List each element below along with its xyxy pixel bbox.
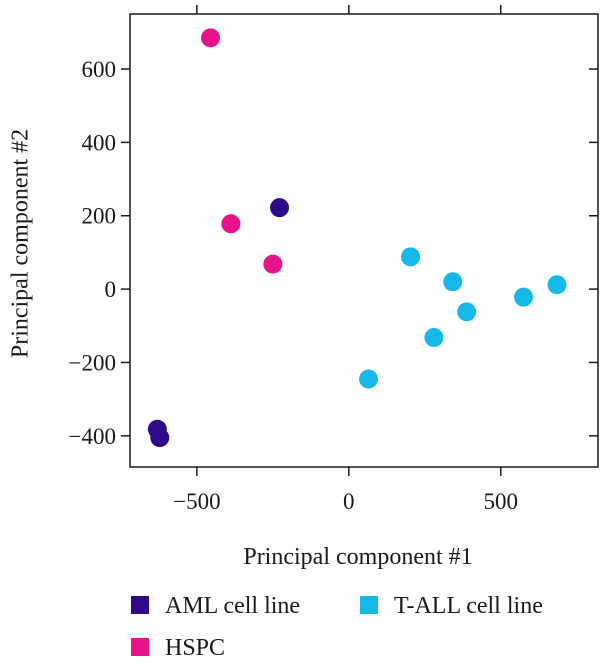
data-point-tall xyxy=(443,272,463,292)
data-points xyxy=(147,28,567,448)
y-tick-label: 600 xyxy=(82,57,117,82)
x-tick-label: −500 xyxy=(173,489,220,514)
legend-label-aml: AML cell line xyxy=(165,593,300,619)
data-point-aml xyxy=(150,428,170,448)
data-point-aml xyxy=(270,198,290,218)
data-point-hspc xyxy=(263,254,283,274)
data-point-tall xyxy=(424,328,444,348)
y-tick-label: −400 xyxy=(69,424,116,449)
data-point-tall xyxy=(359,369,379,389)
data-point-tall xyxy=(547,275,567,295)
x-tick-label: 0 xyxy=(343,489,355,514)
x-tick-label: 500 xyxy=(484,489,519,514)
legend-swatch-hspc xyxy=(131,638,149,656)
data-point-hspc xyxy=(201,28,221,48)
data-point-tall xyxy=(514,287,534,307)
legend-label-hspc: HSPC xyxy=(165,635,225,661)
tick-labels: −500 0 500 −400 −200 0 200 400 600 xyxy=(69,57,518,514)
legend: AML cell line HSPC T-ALL cell line xyxy=(131,593,543,661)
y-tick-label: 0 xyxy=(105,277,117,302)
y-tick-label: 200 xyxy=(82,204,117,229)
legend-swatch-aml xyxy=(131,596,149,614)
data-point-tall xyxy=(457,302,477,322)
data-point-tall xyxy=(400,247,420,267)
x-axis-label: Principal component #1 xyxy=(243,544,472,570)
y-tick-label: −200 xyxy=(69,350,116,375)
legend-label-tall: T-ALL cell line xyxy=(394,593,543,619)
plot-frame xyxy=(129,13,599,468)
legend-swatch-tall xyxy=(360,596,378,614)
y-tick-label: 400 xyxy=(82,130,117,155)
data-point-hspc xyxy=(221,214,241,234)
y-axis-label: Principal component #2 xyxy=(8,129,34,358)
axis-ticks xyxy=(121,5,598,476)
